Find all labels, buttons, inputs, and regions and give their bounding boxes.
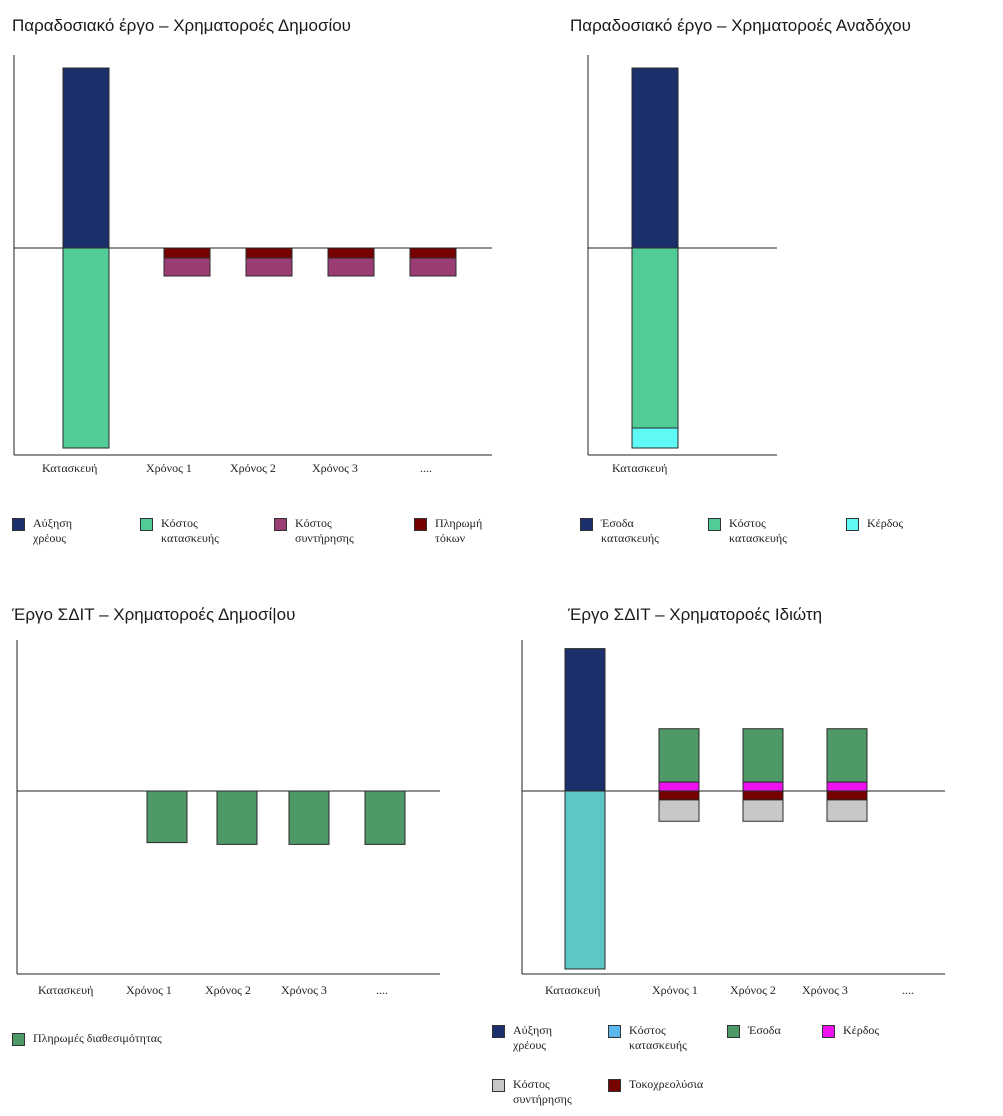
chart2-bar [631, 247, 679, 429]
chart4-bar [742, 728, 784, 783]
chart3-bar [288, 790, 330, 845]
legend-swatch [12, 1033, 25, 1046]
chart2-tick: Κατασκευή [612, 461, 668, 475]
chart3-tick: Χρόνος 1 [126, 983, 172, 997]
chart1-bar [245, 257, 293, 277]
legend-swatch [608, 1079, 621, 1092]
chart3-tick: Χρόνος 3 [281, 983, 327, 997]
legend-label: Αύξηση χρέους [33, 516, 72, 545]
chart4-legend-item: Τοκοχρεολύσια [608, 1077, 703, 1092]
chart1-bar [163, 247, 211, 259]
chart1-bar [327, 257, 375, 277]
chart3-legend-item: Πληρωμές διαθεσιμότητας [12, 1031, 162, 1046]
chart4-tick: Κατασκευή [545, 983, 601, 997]
chart1-title: Παραδοσιακό έργο – Χρηματοροές Δημοσίου [12, 16, 351, 35]
chart4-legend-item: Έσοδα [727, 1023, 781, 1038]
chart3-tick: Χρόνος 2 [205, 983, 251, 997]
chart3-tick: Κατασκευή [38, 983, 94, 997]
chart1-legend-item: Αύξηση χρέους [12, 516, 72, 546]
chart4-bar [826, 790, 868, 801]
chart1-bar [163, 257, 211, 277]
legend-label: Κόστος συντήρησης [295, 516, 354, 545]
chart2-bar [631, 427, 679, 449]
legend-swatch [140, 518, 153, 531]
chart2-legend-item: Κέρδος [846, 516, 903, 531]
legend-label: Πληρωμές διαθεσιμότητας [33, 1031, 162, 1045]
chart4-bar [826, 781, 868, 792]
chart1-tick: Χρόνος 3 [312, 461, 358, 475]
chart1-legend-item: Πληρωμή τόκων [414, 516, 482, 546]
legend-swatch [580, 518, 593, 531]
chart4-bar [658, 728, 700, 783]
legend-label: Κόστος κατασκευής [161, 516, 219, 545]
legend-label: Αύξηση χρέους [513, 1023, 552, 1052]
chart1-bar [245, 247, 293, 259]
chart4-tick: Χρόνος 1 [652, 983, 698, 997]
chart4-legend-item: Κόστος κατασκευής [608, 1023, 687, 1053]
chart1-tick: Χρόνος 2 [230, 461, 276, 475]
legend-label: Κόστος κατασκευής [729, 516, 787, 545]
legend-swatch [492, 1025, 505, 1038]
legend-swatch [414, 518, 427, 531]
chart4-legend-item: Κέρδος [822, 1023, 879, 1038]
chart4-bar [658, 790, 700, 801]
legend-swatch [608, 1025, 621, 1038]
chart1-tick: Κατασκευή [42, 461, 98, 475]
legend-label: Κόστος κατασκευής [629, 1023, 687, 1052]
legend-label: Κέρδος [843, 1023, 880, 1037]
chart4-bar [564, 790, 606, 970]
chart4-tick: Χρόνος 2 [730, 983, 776, 997]
chart1-legend-item: Κόστος κατασκευής [140, 516, 219, 546]
chart4-tick: Χρόνος 3 [802, 983, 848, 997]
chart1-bar [62, 247, 110, 449]
chart4-legend-item: Κόστος συντήρησης [492, 1077, 572, 1107]
chart3-bar [146, 790, 188, 844]
legend-swatch [492, 1079, 505, 1092]
chart1-bar [62, 67, 110, 249]
legend-swatch [727, 1025, 740, 1038]
chart2-legend-item: Έσοδα κατασκευής [580, 516, 659, 546]
legend-swatch [846, 518, 859, 531]
chart4-bar [826, 799, 868, 822]
chart4-bar [658, 781, 700, 792]
legend-label: Έσοδα [748, 1023, 781, 1037]
chart4-title: Έργο ΣΔΙΤ – Χρηματοροές Ιδιώτη [568, 605, 823, 624]
chart3-tick: .... [376, 983, 388, 997]
chart2-title: Παραδοσιακό έργο – Χρηματοροές Αναδόχου [570, 16, 911, 35]
chart4-bar [658, 799, 700, 822]
legend-swatch [274, 518, 287, 531]
chart4-bar [564, 648, 606, 792]
chart4-bar [742, 799, 784, 822]
legend-swatch [708, 518, 721, 531]
chart1-legend-item: Κόστος συντήρησης [274, 516, 354, 546]
chart3-title: Έργο ΣΔΙΤ – Χρηματοροές Δημοσί|ου [12, 605, 296, 624]
chart4-legend-item: Αύξηση χρέους [492, 1023, 552, 1053]
chart4-bar [742, 781, 784, 792]
legend-label: Πληρωμή τόκων [435, 516, 483, 545]
chart4-tick: .... [902, 983, 914, 997]
chart2-bar [631, 67, 679, 249]
legend-label: Τοκοχρεολύσια [629, 1077, 704, 1091]
chart3-bar [216, 790, 258, 845]
legend-label: Έσοδα κατασκευής [601, 516, 659, 545]
chart1-bar [327, 247, 375, 259]
chart1-tick: Χρόνος 1 [146, 461, 192, 475]
chart2-legend-item: Κόστος κατασκευής [708, 516, 787, 546]
chart1-bar [409, 257, 457, 277]
chart4-bar [742, 790, 784, 801]
legend-swatch [12, 518, 25, 531]
legend-swatch [822, 1025, 835, 1038]
chart3-bar [364, 790, 406, 845]
legend-label: Κέρδος [867, 516, 904, 530]
chart1-bar [409, 247, 457, 259]
legend-label: Κόστος συντήρησης [513, 1077, 572, 1106]
chart1-tick: .... [420, 461, 432, 475]
chart4-bar [826, 728, 868, 783]
